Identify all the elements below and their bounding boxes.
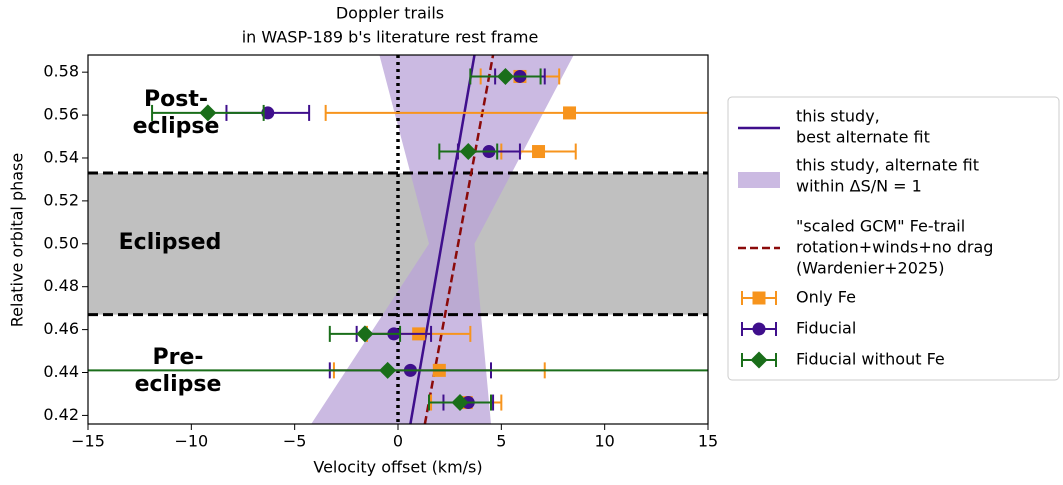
marker <box>379 361 397 379</box>
y-tick-label: 0.48 <box>43 276 79 295</box>
legend-label: best alternate fit <box>796 128 930 147</box>
y-axis-label: Relative orbital phase <box>8 153 27 327</box>
marker <box>496 67 514 85</box>
legend-label: this study, alternate fit <box>796 156 979 175</box>
annotation: Eclipsed <box>119 230 222 255</box>
y-tick-label: 0.42 <box>43 405 79 424</box>
legend-label: this study, <box>796 107 880 126</box>
marker <box>532 145 546 159</box>
chart-title: in WASP-189 b's literature rest frame <box>242 28 539 47</box>
annotation: Pre- <box>152 345 203 370</box>
x-tick-label: 10 <box>594 432 614 451</box>
gcm-line <box>423 55 495 424</box>
legend-label: Fiducial <box>796 319 856 338</box>
chart-title: Doppler trails <box>336 4 444 23</box>
legend-label: Only Fe <box>796 288 856 307</box>
y-tick-label: 0.44 <box>43 362 79 381</box>
legend-label: "scaled GCM" Fe-trail <box>796 217 965 236</box>
y-tick-label: 0.50 <box>43 233 79 252</box>
annotation: eclipse <box>133 114 220 139</box>
x-tick-label: 15 <box>698 432 718 451</box>
legend-box <box>727 96 1060 381</box>
x-tick-label: −5 <box>283 432 307 451</box>
y-tick-label: 0.52 <box>43 190 79 209</box>
annotation: Post- <box>144 87 208 112</box>
plot-area <box>88 55 708 424</box>
marker <box>459 143 477 161</box>
y-tick-label: 0.54 <box>43 147 79 166</box>
legend-marker <box>752 322 766 336</box>
fit-line <box>409 55 476 424</box>
marker <box>563 106 577 120</box>
legend-marker <box>750 351 768 369</box>
x-tick-label: −15 <box>71 432 105 451</box>
x-tick-label: 0 <box>393 432 403 451</box>
marker <box>356 325 374 343</box>
legend-label: rotation+winds+no drag <box>796 238 993 257</box>
x-tick-label: −10 <box>174 432 208 451</box>
y-tick-label: 0.46 <box>43 319 79 338</box>
y-tick-label: 0.56 <box>43 105 79 124</box>
annotation: eclipse <box>135 372 222 397</box>
legend-swatch <box>738 172 780 188</box>
legend-marker <box>752 291 766 305</box>
legend-label: within ΔS/N = 1 <box>796 177 922 196</box>
legend-label: Fiducial without Fe <box>796 350 945 369</box>
x-tick-label: 5 <box>496 432 506 451</box>
legend: this study, best alternate fit this study,… <box>727 96 1060 381</box>
marker <box>451 394 469 412</box>
legend-label: (Wardenier+2025) <box>796 259 945 278</box>
marker <box>199 104 217 122</box>
y-tick-label: 0.58 <box>43 62 79 81</box>
x-axis-label: Velocity offset (km/s) <box>313 458 482 477</box>
